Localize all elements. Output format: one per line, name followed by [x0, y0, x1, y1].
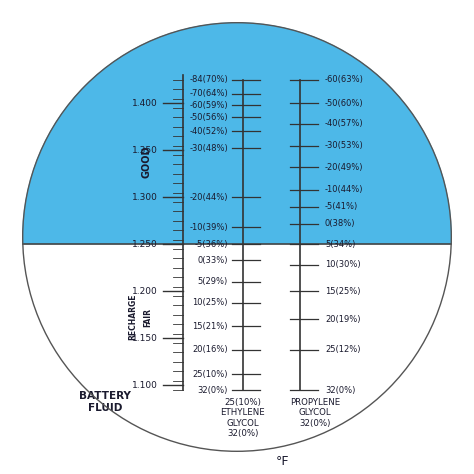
Text: 32(0%): 32(0%)	[198, 385, 228, 394]
Text: 25(10%)
ETHYLENE
GLYCOL
32(0%): 25(10%) ETHYLENE GLYCOL 32(0%)	[220, 398, 265, 438]
Text: -30(48%): -30(48%)	[189, 144, 228, 153]
Text: 10(30%): 10(30%)	[325, 260, 361, 269]
Text: °F: °F	[276, 455, 290, 468]
Circle shape	[22, 22, 452, 452]
Text: 25(10%): 25(10%)	[192, 370, 228, 379]
Text: 20(19%): 20(19%)	[325, 315, 361, 324]
Text: 0(33%): 0(33%)	[198, 256, 228, 265]
Text: -60(63%): -60(63%)	[325, 75, 364, 84]
Polygon shape	[22, 22, 452, 244]
Text: -40(57%): -40(57%)	[325, 119, 364, 128]
Text: 1.350: 1.350	[132, 146, 158, 155]
Text: 32(0%): 32(0%)	[325, 385, 356, 394]
Text: 15(21%): 15(21%)	[192, 321, 228, 330]
Text: -50(56%): -50(56%)	[190, 113, 228, 122]
Text: -40(52%): -40(52%)	[190, 127, 228, 136]
Text: -70(64%): -70(64%)	[189, 89, 228, 98]
Text: 15(25%): 15(25%)	[325, 287, 361, 296]
Text: BATTERY
FLUID: BATTERY FLUID	[79, 391, 131, 413]
Text: 1.200: 1.200	[132, 287, 158, 296]
Text: 1.300: 1.300	[132, 193, 158, 202]
Text: PROPYLENE
GLYCOL
32(0%): PROPYLENE GLYCOL 32(0%)	[290, 398, 340, 428]
Text: -84(70%): -84(70%)	[189, 75, 228, 84]
Text: FAIR: FAIR	[144, 308, 153, 327]
Text: 0(38%): 0(38%)	[325, 219, 356, 228]
Text: GOOD: GOOD	[142, 146, 152, 178]
Text: RECHARGE: RECHARGE	[128, 294, 137, 340]
Text: -10(39%): -10(39%)	[190, 223, 228, 232]
Text: 1.100: 1.100	[132, 381, 158, 390]
Text: 25(12%): 25(12%)	[325, 345, 361, 354]
Text: 10(25%): 10(25%)	[192, 298, 228, 307]
Text: 20(16%): 20(16%)	[192, 345, 228, 354]
Text: -10(44%): -10(44%)	[325, 185, 364, 194]
Text: 1.250: 1.250	[132, 240, 158, 249]
Text: -20(49%): -20(49%)	[325, 163, 364, 172]
Text: -60(59%): -60(59%)	[190, 100, 228, 109]
Text: -50(60%): -50(60%)	[325, 99, 364, 108]
Text: 5(29%): 5(29%)	[198, 277, 228, 286]
Text: 1.400: 1.400	[132, 99, 158, 108]
Text: -5(36%): -5(36%)	[194, 240, 228, 249]
Text: 5(34%): 5(34%)	[325, 240, 356, 249]
Text: -30(53%): -30(53%)	[325, 141, 364, 150]
Text: 1.150: 1.150	[132, 334, 158, 343]
Text: -5(41%): -5(41%)	[325, 202, 358, 211]
Text: -20(44%): -20(44%)	[190, 193, 228, 202]
